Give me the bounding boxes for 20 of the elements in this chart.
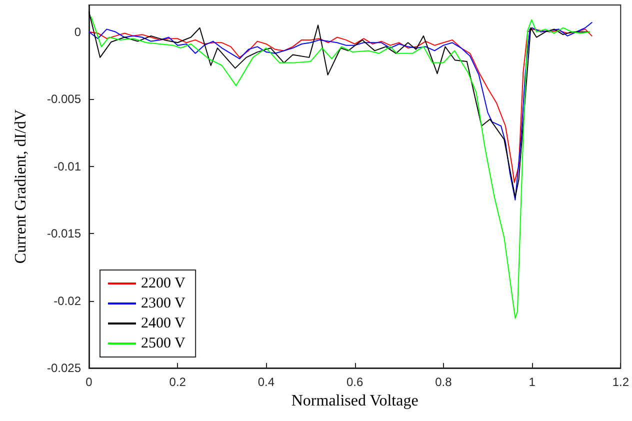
x-tick-label: 0 [86,375,93,389]
legend-label: 2200 V [141,276,186,292]
y-tick-label: -0.01 [54,159,82,174]
legend-label: 2300 V [141,296,186,312]
x-tick-label: 0.8 [435,375,452,389]
x-axis-title: Normalised Voltage [291,392,418,410]
x-tick-label: 1 [528,375,536,389]
x-tick-label: 0.2 [169,375,186,389]
legend-label: 2500 V [141,336,186,352]
line-series [90,16,590,319]
y-axis-title: Current Gradient, dI/dV [12,108,30,264]
x-tick-label: 1.2 [612,375,630,389]
y-tick-label: 0 [74,24,82,39]
x-tick-label: 0.6 [346,375,364,389]
legend-label: 2400 V [141,316,186,332]
y-tick-label: -0.015 [46,226,82,241]
y-tick-label: -0.005 [46,92,82,106]
y-tick-label: -0.02 [54,294,82,308]
y-tick-label: -0.025 [46,361,82,375]
x-tick-label: 0.4 [258,375,275,389]
